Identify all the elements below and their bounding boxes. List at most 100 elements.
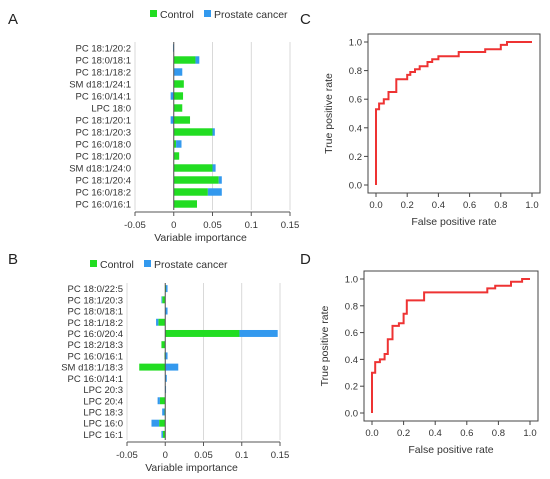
category-label: PC 18:0/22:5 — [68, 284, 123, 295]
x-tick-label: 0.4 — [432, 200, 445, 211]
x-tick-label: 0.1 — [245, 220, 258, 231]
category-label: PC 16:0/16:1 — [68, 351, 123, 362]
bar-control — [173, 200, 197, 208]
bar-control — [173, 164, 213, 172]
legend-swatch — [150, 10, 157, 17]
bar-prostate-cancer — [161, 296, 163, 304]
x-tick-label: 0 — [163, 450, 168, 461]
bar-prostate-cancer — [212, 128, 215, 136]
category-label: PC 18:1/20:3 — [76, 128, 131, 139]
x-tick-label: 1.0 — [525, 200, 538, 211]
bar-prostate-cancer — [212, 164, 216, 172]
category-label: PC 18:1/20:0 — [76, 152, 131, 163]
bar-prostate-cancer — [156, 318, 159, 326]
y-tick-label: 0.6 — [349, 95, 362, 106]
category-label: LPC 20:3 — [83, 385, 123, 396]
category-label: PC 16:0/20:4 — [68, 329, 123, 340]
category-label: PC 18:2/18:3 — [68, 340, 123, 351]
x-tick-label: 1.0 — [523, 428, 536, 439]
bar-control — [173, 188, 208, 196]
plot-frame — [367, 33, 541, 194]
y-tick-label: 0.2 — [349, 152, 362, 163]
legend-label: Control — [160, 9, 194, 21]
bar-control — [165, 329, 240, 337]
bar-control — [173, 140, 177, 148]
category-label: LPC 18:0 — [91, 104, 131, 115]
bar-prostate-cancer — [173, 68, 183, 76]
x-tick-label: -0.05 — [116, 450, 138, 461]
bar-prostate-cancer — [161, 430, 163, 438]
bar-prostate-cancer — [218, 176, 222, 184]
panel-label-d: D — [300, 251, 311, 268]
category-label: PC 18:1/20:4 — [76, 176, 131, 187]
y-tick-label: 0.8 — [345, 301, 358, 312]
bar-prostate-cancer — [170, 92, 174, 100]
category-label: PC 18:1/20:1 — [76, 116, 131, 127]
bar-prostate-cancer — [207, 188, 222, 196]
x-tick-label: 0.2 — [397, 428, 410, 439]
category-label: SM d18:1/24:0 — [69, 164, 131, 175]
bar-prostate-cancer — [157, 397, 160, 405]
y-tick-label: 0.6 — [345, 328, 358, 339]
bar-control — [162, 296, 166, 304]
chart-b: -0.05 0 0.05 0.1 0.15 Variable importance PC 1… — [61, 259, 289, 474]
y-tick-label: 0.8 — [349, 66, 362, 77]
bar-control — [158, 318, 166, 326]
category-label: PC 16:0/18:0 — [76, 140, 131, 151]
category-label: PC 18:0/18:1 — [68, 307, 123, 318]
y-tick-label: 1.0 — [349, 38, 362, 49]
x-axis-title: False positive rate — [411, 216, 496, 228]
bar-prostate-cancer — [165, 363, 179, 371]
category-label: SM d18:1/24:1 — [69, 80, 131, 91]
bar-control — [139, 363, 166, 371]
roc-curve — [371, 278, 530, 413]
legend-swatch — [90, 260, 97, 267]
roc-curve — [375, 41, 532, 185]
bar-control — [173, 92, 184, 100]
bar-prostate-cancer — [170, 116, 174, 124]
legend-label: Control — [100, 259, 134, 271]
x-tick-label: 0.15 — [281, 220, 300, 231]
x-tick-label: 0.05 — [203, 220, 222, 231]
x-tick-label: 0.8 — [494, 200, 507, 211]
x-tick-label: 0 — [171, 220, 176, 231]
category-label: PC 16:0/14:1 — [76, 92, 131, 103]
panel-label-b: B — [8, 251, 18, 268]
bar-control — [173, 152, 180, 160]
bar-control — [162, 430, 166, 438]
x-axis-title: False positive rate — [408, 444, 493, 456]
bar-control — [173, 176, 219, 184]
bar-control — [173, 56, 196, 64]
category-label: PC 18:0/18:1 — [76, 56, 131, 67]
y-tick-label: 0.2 — [345, 382, 358, 393]
category-label: PC 16:0/18:2 — [76, 188, 131, 199]
category-label: LPC 16:1 — [83, 430, 123, 441]
x-tick-label: 0.4 — [429, 428, 442, 439]
category-label: LPC 18:3 — [83, 407, 123, 418]
bar-control — [159, 419, 166, 427]
bar-control — [173, 80, 184, 88]
category-label: PC 18:1/20:3 — [68, 295, 123, 306]
legend-label: Prostate cancer — [154, 259, 228, 271]
x-tick-label: 0.8 — [492, 428, 505, 439]
bar-prostate-cancer — [151, 419, 160, 427]
bar-prostate-cancer — [165, 352, 168, 360]
x-tick-label: 0.2 — [401, 200, 414, 211]
y-axis-title: True positive rate — [319, 305, 331, 386]
category-label: LPC 20:4 — [83, 396, 123, 407]
chart-d: 0.0 0.2 0.4 0.6 0.8 1.0 0.0 0.2 0.4 0.6 0.8 1.0 Fals… — [319, 270, 539, 456]
x-tick-label: 0.15 — [271, 450, 290, 461]
x-tick-label: 0.1 — [235, 450, 248, 461]
bar-prostate-cancer — [165, 374, 167, 382]
bar-control — [173, 104, 183, 112]
x-tick-label: 0.05 — [194, 450, 213, 461]
bar-control — [159, 397, 166, 405]
category-label: PC 16:0/14:1 — [68, 374, 123, 385]
y-tick-label: 0.0 — [345, 409, 358, 420]
y-tick-label: 1.0 — [345, 275, 358, 286]
x-tick-label: -0.05 — [124, 220, 146, 231]
bar-prostate-cancer — [166, 285, 168, 293]
category-label: PC 18:1/18:2 — [76, 68, 131, 79]
x-tick-label: 0.6 — [460, 428, 473, 439]
